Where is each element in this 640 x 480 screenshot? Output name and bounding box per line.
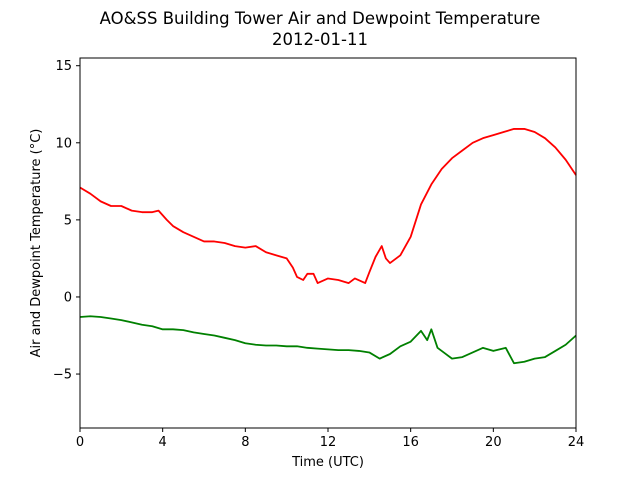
series-line-0	[79, 128, 577, 284]
y-tick-label-3: 10	[55, 136, 72, 151]
y-tick-label-1: 0	[64, 290, 72, 305]
y-tick-label-4: 15	[55, 59, 72, 74]
x-tick-label-3: 12	[320, 435, 337, 450]
x-axis-label: Time (UTC)	[291, 455, 364, 470]
series-line-1	[79, 315, 577, 365]
plot-frame	[79, 57, 577, 429]
x-tick-label-0: 0	[76, 435, 84, 450]
x-tick-label-1: 4	[159, 435, 167, 450]
y-tick-label-0: −5	[53, 368, 72, 383]
chart-title: AO&SS Building Tower Air and Dewpoint Te…	[100, 9, 541, 28]
x-tick-label-4: 16	[402, 435, 419, 450]
y-tick-label-2: 5	[64, 213, 72, 228]
x-tick-label-2: 8	[241, 435, 249, 450]
x-tick-label-6: 24	[568, 435, 585, 450]
y-axis-label: Air and Dewpoint Temperature (°C)	[29, 129, 44, 358]
series-layer	[79, 128, 577, 365]
ticks-layer: 0 4 8 12 16 20 24 −5 0 5 10 15	[53, 59, 584, 450]
chart-subtitle: 2012-01-11	[272, 30, 368, 49]
x-tick-label-5: 20	[485, 435, 502, 450]
